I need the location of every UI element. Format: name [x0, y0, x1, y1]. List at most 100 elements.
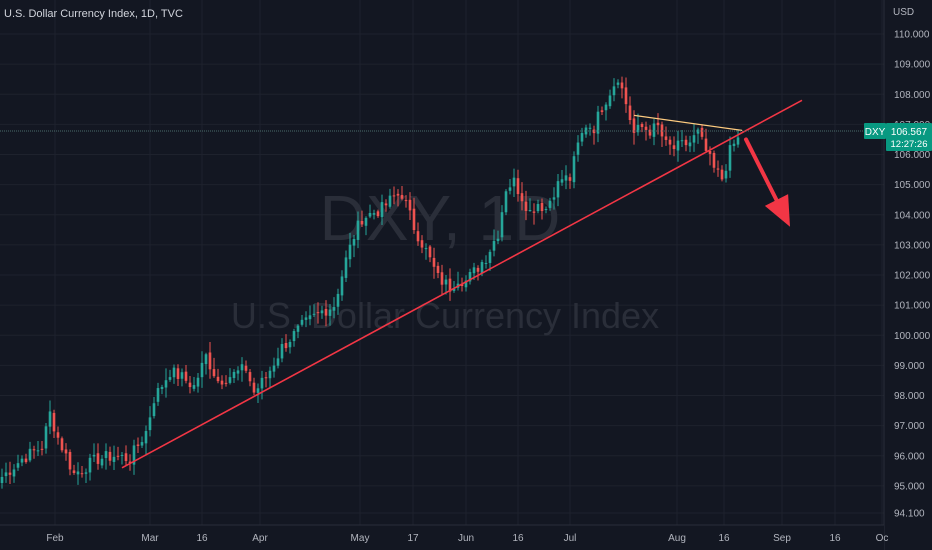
candle-body: [204, 354, 208, 365]
candle-body: [116, 455, 120, 457]
watermark-symbol: DXY, 1D: [320, 182, 561, 254]
candle-body: [196, 377, 200, 387]
candle-body: [660, 124, 664, 137]
candle-body: [632, 118, 636, 133]
candle-body: [340, 276, 344, 296]
candle-body: [88, 457, 92, 473]
candle-body: [100, 458, 104, 466]
candle-body: [384, 203, 388, 206]
y-tick-label: 103.000: [894, 240, 931, 251]
price-axis[interactable]: 110.000109.000108.000107.000106.000105.0…: [894, 30, 931, 520]
candle-body: [344, 257, 348, 278]
candle-body: [408, 199, 412, 211]
candle-body: [644, 126, 648, 130]
candle-body: [312, 313, 316, 315]
candle-body: [532, 211, 536, 213]
candle-body: [716, 168, 720, 170]
candle-body: [380, 202, 384, 218]
candle-body: [420, 240, 424, 248]
candle-body: [296, 325, 300, 332]
x-tick-label: Aug: [668, 533, 686, 544]
candle-body: [680, 140, 684, 142]
candle-body: [324, 308, 328, 316]
candle-body: [728, 145, 732, 171]
x-tick-label: 16: [196, 533, 208, 544]
candle-body: [704, 138, 708, 151]
resistance-line[interactable]: [633, 114, 743, 131]
x-tick-label: Sep: [773, 533, 791, 544]
y-tick-label: 102.000: [894, 271, 931, 282]
candle-body: [256, 388, 260, 393]
candle-body: [612, 86, 616, 96]
candle-body: [128, 461, 132, 464]
candle-body: [192, 385, 196, 389]
candle-body: [184, 371, 188, 381]
candle-body: [596, 111, 600, 134]
candle-body: [104, 451, 108, 458]
candle-body: [476, 267, 480, 272]
time-axis[interactable]: Feb Mar 16 Apr May 17 Jun 16 Jul Aug 16 Sep 16 Oc: [46, 533, 888, 544]
candle-body: [436, 265, 440, 274]
support-trendline[interactable]: [121, 99, 803, 469]
candle-body: [188, 382, 192, 388]
candle-body: [368, 212, 372, 217]
x-tick-label: 16: [512, 533, 524, 544]
candle-body: [140, 442, 144, 446]
candle-body: [300, 319, 304, 325]
candle-body: [180, 372, 184, 379]
candle-body: [504, 191, 508, 213]
candle-body: [152, 403, 156, 417]
candle-body: [560, 179, 564, 183]
candle-body: [280, 344, 284, 359]
candle-body: [84, 472, 88, 474]
candle-body: [604, 104, 608, 111]
candle-body: [276, 358, 280, 366]
symbol-tag: DXY: [865, 127, 886, 138]
candle-body: [32, 449, 36, 451]
x-tick-label: May: [351, 533, 370, 544]
drawings[interactable]: [121, 99, 803, 469]
candle-body: [692, 135, 696, 143]
candle-body: [372, 213, 376, 215]
candle-body: [132, 445, 136, 465]
y-tick-label: 105.000: [894, 180, 931, 191]
candle-body: [540, 202, 544, 212]
candle-body: [80, 473, 84, 475]
bearish-arrow-shaft[interactable]: [744, 137, 779, 203]
candle-body: [528, 210, 532, 212]
candle-body: [520, 193, 524, 202]
candle-body: [620, 82, 624, 89]
candle-body: [580, 133, 584, 142]
candle-body: [120, 454, 124, 456]
y-tick-label: 97.000: [894, 421, 925, 432]
candle-body: [712, 152, 716, 168]
chart-title: U.S. Dollar Currency Index, 1D, TVC: [4, 8, 183, 20]
y-tick-label: 95.000: [894, 481, 925, 492]
y-tick-label: 96.000: [894, 451, 925, 462]
candles: [0, 76, 740, 489]
candle-body: [708, 150, 712, 154]
x-tick-label: 16: [829, 533, 841, 544]
candle-body: [568, 177, 572, 181]
candle-body: [440, 272, 444, 285]
candle-body: [668, 139, 672, 145]
candle-body: [244, 365, 248, 371]
candle-body: [124, 453, 128, 461]
candle-body: [500, 212, 504, 238]
y-tick-label: 94.100: [894, 509, 925, 520]
candle-body: [112, 456, 116, 462]
bearish-arrow-head[interactable]: [764, 194, 790, 227]
candle-body: [0, 476, 4, 484]
candle-body: [12, 469, 16, 477]
x-tick-label: 16: [718, 533, 730, 544]
candle-body: [432, 257, 436, 267]
candle-body: [388, 195, 392, 207]
candle-body: [288, 341, 292, 348]
candle-body: [376, 211, 380, 217]
price-axis-bg: [884, 0, 932, 550]
x-tick-label: Jul: [564, 533, 577, 544]
candle-body: [636, 124, 640, 133]
candle-body: [732, 143, 736, 147]
candle-body: [508, 187, 512, 191]
